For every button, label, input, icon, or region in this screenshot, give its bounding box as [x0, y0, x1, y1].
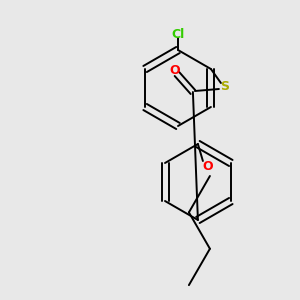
- Text: O: O: [169, 64, 180, 76]
- Text: O: O: [202, 160, 213, 172]
- Text: Cl: Cl: [171, 28, 184, 40]
- Text: S: S: [220, 80, 230, 94]
